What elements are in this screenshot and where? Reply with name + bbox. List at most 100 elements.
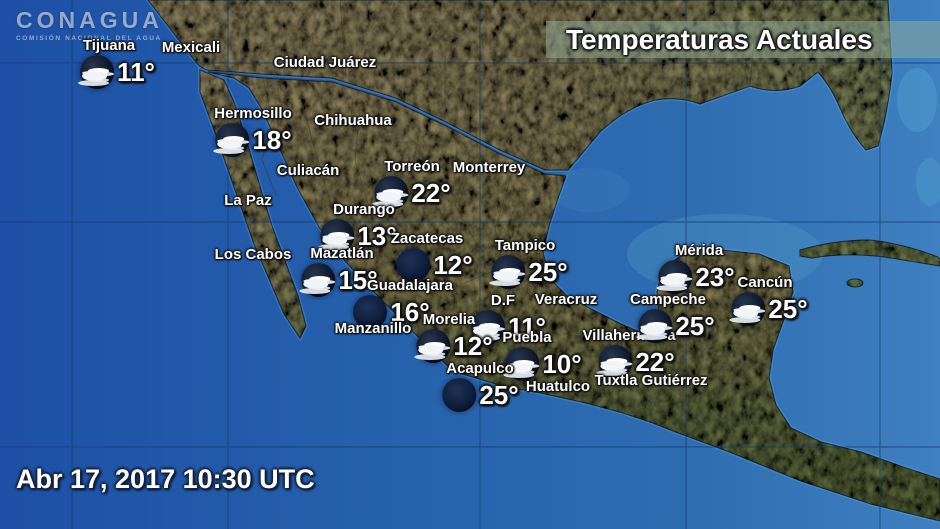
station-reading-row: 12°: [414, 328, 493, 364]
night-clear-icon: [352, 294, 388, 330]
temperature-value: 11°: [508, 312, 546, 342]
land-small-island: [846, 278, 864, 288]
city-station: Mazatlán 15°: [299, 244, 380, 298]
cloud-shape: [299, 279, 331, 294]
land-cuba: [799, 239, 940, 267]
cloud-shape: [729, 308, 761, 323]
night-cloudy-icon: [503, 346, 540, 382]
moon-disc: [442, 378, 477, 412]
temperature-value: 22°: [411, 178, 451, 208]
cloud-shape: [318, 235, 350, 250]
city-station: Guadalajara 16°: [353, 276, 453, 330]
cloud-shape: [213, 139, 245, 154]
city-station: D.F 11°: [465, 291, 546, 345]
temperature-value: 11°: [117, 57, 155, 87]
city-label: Tampico: [494, 237, 556, 254]
city-label: Tijuana: [82, 37, 136, 54]
temperature-value: 16°: [390, 297, 430, 327]
city-label: Cancún: [737, 274, 793, 291]
cloud-shape: [489, 271, 521, 286]
night-cloudy-icon: [636, 308, 673, 344]
city-station: Culiacán: [277, 161, 340, 180]
station-reading-row: 11°: [469, 309, 546, 345]
night-clear-icon: [441, 377, 477, 413]
city-label: Torreón: [384, 158, 440, 175]
city-station: Torreón 22°: [372, 157, 451, 211]
city-label: Guadalajara: [367, 277, 453, 294]
city-label: Zacatecas: [390, 230, 464, 247]
city-label: Mexicali: [161, 39, 221, 56]
conagua-logo-subtitle: COMISIÓN NACIONAL DEL AGUA: [16, 35, 162, 42]
night-cloudy-icon: [372, 175, 409, 211]
moon-disc: [353, 295, 388, 329]
city-label: Morelia: [422, 311, 476, 328]
city-station: Puebla 10°: [488, 328, 582, 382]
city-label: Culiacán: [276, 162, 340, 179]
city-station: Manzanillo: [335, 319, 412, 338]
city-station: Chihuahua: [314, 111, 392, 130]
night-cloudy-icon: [414, 328, 451, 364]
cloud-shape: [372, 192, 404, 207]
station-reading-row: 22°: [589, 344, 682, 380]
city-label: Ciudad Juárez: [273, 54, 377, 71]
city-station: Villahermosa 22°: [582, 326, 676, 380]
temperature-value: 12°: [453, 331, 493, 361]
city-station: Mexicali: [162, 38, 220, 57]
night-cloudy-icon: [78, 54, 115, 90]
night-cloudy-icon: [299, 262, 336, 298]
city-label: Acapulco: [446, 360, 514, 377]
city-station: Tijuana 11°: [71, 36, 155, 90]
station-reading-row: 15°: [299, 262, 378, 298]
temperature-value: 18°: [252, 125, 292, 155]
city-label: Los Cabos: [214, 246, 292, 263]
conagua-logo: CONAGUA COMISIÓN NACIONAL DEL AGUA: [16, 7, 163, 42]
city-label: D.F: [490, 292, 516, 309]
city-station: Morelia 12°: [410, 310, 493, 364]
city-label: Puebla: [502, 329, 552, 346]
station-reading-row: 25°: [636, 308, 715, 344]
city-station: Los Cabos: [215, 245, 292, 264]
station-reading-row: 12°: [395, 247, 473, 283]
temperature-value: 13°: [357, 221, 397, 251]
night-cloudy-icon: [596, 344, 633, 380]
night-cloudy-icon: [729, 291, 766, 327]
temperature-value: 10°: [542, 349, 582, 379]
station-reading-row: 25°: [489, 254, 568, 290]
night-cloudy-icon: [656, 259, 693, 295]
night-cloudy-icon: [318, 218, 355, 254]
city-station: Campeche 25°: [629, 290, 715, 344]
temperature-value: 22°: [635, 347, 675, 377]
city-station: Huatulco: [526, 377, 590, 396]
city-label: Huatulco: [525, 378, 591, 395]
station-reading-row: 25°: [441, 377, 519, 413]
cloud-shape: [78, 71, 110, 86]
city-station: Cancún 25°: [726, 273, 808, 327]
city-label: La Paz: [224, 192, 272, 209]
city-label: Mérida: [674, 242, 724, 259]
station-reading-row: 13°: [318, 218, 397, 254]
city-station: Zacatecas 12°: [388, 229, 473, 283]
night-cloudy-icon: [469, 309, 506, 345]
station-reading-row: 16°: [348, 294, 434, 330]
cloud-shape: [469, 326, 501, 341]
conagua-logo-name: CONAGUA: [16, 7, 163, 33]
station-reading-row: 10°: [503, 346, 582, 382]
city-label: Manzanillo: [334, 320, 412, 337]
temperature-value: 15°: [338, 265, 378, 295]
city-station: Ciudad Juárez: [274, 53, 377, 72]
city-label: Chihuahua: [314, 112, 392, 129]
city-station: Monterrey: [453, 158, 526, 177]
city-station: Veracruz: [535, 290, 598, 309]
temperature-value: 25°: [479, 380, 519, 410]
city-station: Hermosillo 18°: [213, 104, 292, 158]
page-title: Temperaturas Actuales: [566, 23, 873, 55]
night-clear-icon: [395, 247, 431, 283]
temperature-value: 25°: [768, 294, 808, 324]
city-label: Mazatlán: [310, 245, 374, 262]
station-reading-row: 18°: [213, 122, 292, 158]
cloud-shape: [636, 325, 668, 340]
station-reading-row: 22°: [372, 175, 451, 211]
night-cloudy-icon: [489, 254, 526, 290]
night-cloudy-icon: [213, 122, 250, 158]
